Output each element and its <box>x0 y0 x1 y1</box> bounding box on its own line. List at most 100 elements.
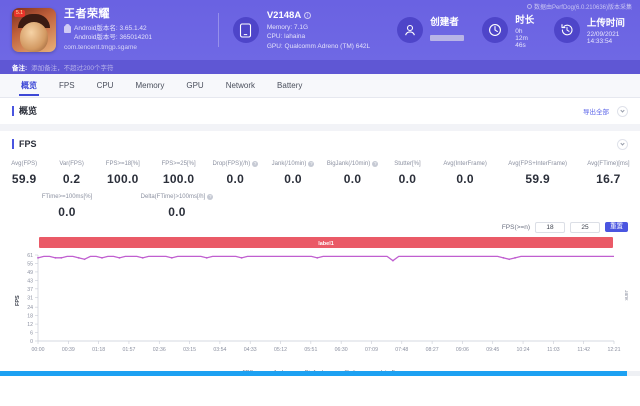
help-icon[interactable]: ? <box>372 161 379 167</box>
x-tick-label: 09:45 <box>486 347 499 353</box>
help-icon[interactable]: ? <box>252 161 259 167</box>
metrics-row-1: Avg(FPS) 59.9 Var(FPS) 0.2 FPS>=18[%] 100.0 FP… <box>0 161 640 186</box>
fps-data-point <box>508 258 511 261</box>
fps-data-point <box>101 256 103 259</box>
tab-bar: 概览 FPS CPU Memory GPU Network Battery <box>0 74 640 98</box>
fps-threshold-label: FPS(>=n) <box>501 223 530 231</box>
metric-value: 0.0 <box>398 172 417 186</box>
device-info-icon[interactable]: i <box>304 12 312 20</box>
annotation-band[interactable] <box>39 237 613 248</box>
metric-cell: Jank(/10min)? 0.0 <box>264 161 322 186</box>
stat-duration-meta: 时长 0h 12m 46s <box>515 12 536 49</box>
fps-threshold-high-input[interactable]: 25 <box>570 221 600 233</box>
metric-label: Stutter[%] <box>394 161 421 167</box>
device-info-block: V2148A i Memory: 7.1G CPU: lahaina GPU: … <box>232 9 383 51</box>
metric-cell: Var(FPS) 0.2 <box>48 161 95 186</box>
metric-value: 59.9 <box>11 172 37 186</box>
phone-icon <box>232 17 259 43</box>
metric-value: 0.0 <box>58 205 76 219</box>
horizontal-scrollbar[interactable] <box>0 371 640 376</box>
fps-metrics: Avg(FPS) 59.9 Var(FPS) 0.2 FPS>=18[%] 100.0 FP… <box>0 157 640 219</box>
help-icon[interactable]: ? <box>308 161 315 167</box>
app-name: 王者荣耀 <box>64 7 110 20</box>
y-tick-label: 31 <box>27 295 33 301</box>
x-tick-label: 00:00 <box>32 347 45 353</box>
metric-cell: Avg(FPS) 59.9 <box>0 161 48 186</box>
x-tick-label: 07:48 <box>395 347 408 353</box>
tab-fps[interactable]: FPS <box>59 81 75 90</box>
tab-overview[interactable]: 概览 <box>10 74 48 98</box>
device-gpu: GPU: Qualcomm Adreno (TM) 642L <box>266 42 371 50</box>
remark-input[interactable]: 添加备注，不超过200个字符 <box>31 65 114 72</box>
metric-cell: BigJank(/10min)? 0.0 <box>322 161 383 186</box>
metric-value: 0.0 <box>343 172 362 186</box>
tab-memory[interactable]: Memory <box>135 81 165 90</box>
metric-cell: Avg(FTime)[ms] 16.7 <box>577 161 640 186</box>
fps-data-point <box>514 256 516 259</box>
x-tick-label: 08:27 <box>426 347 439 353</box>
device-cpu: CPU: lahaina <box>266 33 306 41</box>
fps-threshold-low-input[interactable]: 18 <box>535 221 565 233</box>
app-info-block: 5.1 王者荣耀 Android版本名: 3.65.1.42 Android版本… <box>12 8 204 52</box>
x-tick-label: 04:33 <box>244 347 257 353</box>
overview-title: 概览 <box>12 106 37 116</box>
x-tick-label: 02:36 <box>153 347 166 353</box>
stat-duration-value: 0h 12m 46s <box>515 27 528 49</box>
y-tick-label: 61 <box>27 253 33 259</box>
fps-data-point <box>37 256 39 259</box>
clock-icon <box>482 17 509 43</box>
device-model-row: V2148A i <box>267 9 370 23</box>
x-tick-label: 01:18 <box>92 347 105 353</box>
tab-gpu[interactable]: GPU <box>186 81 204 90</box>
metric-label: Var(FPS) <box>59 161 84 167</box>
x-tick-label: 05:51 <box>304 347 317 353</box>
metric-value: 59.9 <box>525 172 550 186</box>
section-separator <box>0 124 640 131</box>
fps-data-point <box>170 256 173 259</box>
scrollbar-thumb[interactable] <box>0 371 628 376</box>
y-tick-label: 6 <box>30 331 33 337</box>
app-version-code: Android版本号: 365014201 <box>74 34 153 42</box>
chevron-down-icon-fps[interactable] <box>617 138 628 150</box>
stat-upload-value: 22/09/2021 14:33:54 <box>586 31 620 45</box>
metric-label: FTime>=100ms[%] <box>41 194 93 200</box>
metric-value: 100.0 <box>107 172 139 186</box>
fps-threshold-controls: FPS(>=n) 18 25 重置 <box>0 219 640 235</box>
reset-button[interactable]: 重置 <box>605 221 628 233</box>
stat-upload-time: 上传时间 22/09/2021 14:33:54 <box>553 15 628 45</box>
metric-cell: FTime>=100ms[%] 0.0 <box>12 194 122 219</box>
stat-creator-title: 创建者 <box>430 17 459 28</box>
fps-data-point <box>141 256 144 259</box>
metric-value: 100.0 <box>162 172 195 186</box>
x-tick-label: 05:12 <box>274 347 287 353</box>
metric-label: Avg(FTime)[ms] <box>587 161 630 167</box>
app-icon: 5.1 <box>12 8 56 52</box>
app-version-rows: Android版本名: 3.65.1.42 Android版本号: 365014… <box>64 23 153 44</box>
overview-actions: 导出全部 <box>583 105 628 117</box>
tab-battery[interactable]: Battery <box>277 81 303 90</box>
export-all-button[interactable]: 导出全部 <box>583 109 609 116</box>
fps-chart-canvas[interactable]: 61 55 49 43 37 31 24 18 12 6 0 00:00 00:39 01:18 01:57… <box>12 235 629 363</box>
help-icon[interactable]: ? <box>207 194 214 200</box>
app-meta: 王者荣耀 Android版本名: 3.65.1.42 Android版本号: 3… <box>64 8 152 52</box>
history-icon <box>553 17 580 43</box>
y-tick-label: 24 <box>27 305 33 311</box>
tab-network[interactable]: Network <box>225 81 256 90</box>
remark-bar[interactable]: 备注: 添加备注，不超过200个字符 <box>0 60 640 74</box>
tab-cpu[interactable]: CPU <box>96 81 114 90</box>
metric-cell: Avg(FPS+InterFrame) 59.9 <box>499 161 577 186</box>
app-package-name: com.tencent.tmgp.sgame <box>64 44 137 52</box>
x-tick-label: 01:57 <box>122 347 135 353</box>
fps-data-point <box>77 256 80 259</box>
fps-chart[interactable]: FPS 61 55 49 43 37 31 24 18 12 6 0 00:00 00:39 01:18 0… <box>0 235 640 376</box>
app-icon-badge: 5.1 <box>14 10 25 17</box>
y-tick-label: 12 <box>27 322 33 328</box>
metric-value: 0.0 <box>284 172 302 186</box>
fps-data-point <box>240 256 243 259</box>
stat-duration: 时长 0h 12m 46s <box>482 12 536 49</box>
stat-creator-meta: 创建者 <box>430 14 465 46</box>
chevron-down-icon-overview[interactable] <box>617 105 628 117</box>
metric-value: 0.0 <box>456 172 474 186</box>
overview-section-header: 概览 导出全部 <box>0 98 640 124</box>
metric-label: Delta(FTime)>100ms[/h]? <box>140 194 214 200</box>
